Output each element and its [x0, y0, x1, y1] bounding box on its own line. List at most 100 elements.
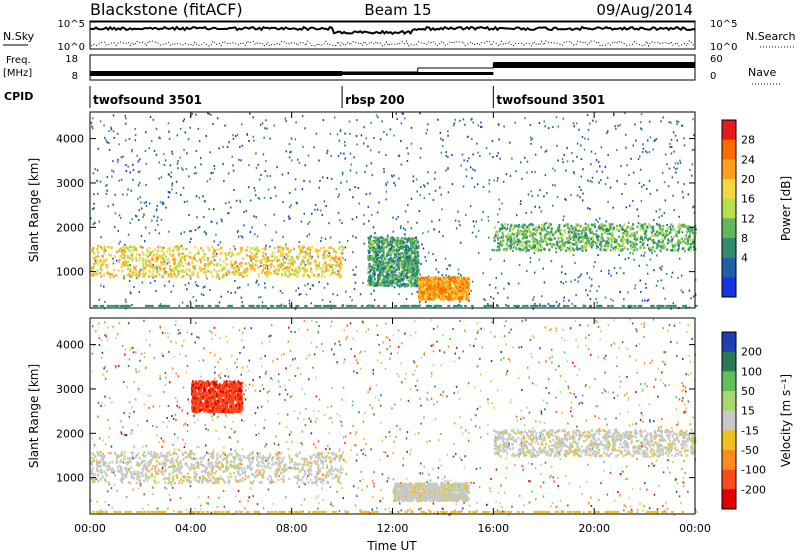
- feature-cell: [687, 239, 689, 242]
- feature-cell: [436, 285, 439, 288]
- scatter-cell: [564, 198, 566, 200]
- feature-cell: [381, 240, 384, 243]
- feature-cell: [659, 232, 662, 236]
- scatter-cell: [471, 231, 474, 234]
- ground-cell: [682, 304, 686, 307]
- feature-cell: [424, 286, 427, 289]
- scatter-cell: [546, 192, 548, 195]
- feature-cell: [378, 249, 381, 252]
- feature-cell: [268, 272, 271, 275]
- feature-cell: [287, 254, 290, 258]
- feature-cell: [96, 259, 99, 263]
- scatter-cell: [634, 284, 637, 287]
- scatter-cell: [228, 141, 230, 144]
- feature-cell: [391, 245, 393, 248]
- scatter-cell: [304, 284, 306, 287]
- feature-cell: [382, 250, 385, 254]
- ground-cell: [122, 304, 126, 307]
- nave-band: [342, 72, 494, 75]
- scatter-cell: [112, 203, 114, 206]
- feature-cell: [413, 250, 416, 253]
- scatter-cell: [164, 270, 167, 273]
- feature-cell: [332, 247, 335, 251]
- scatter-cell: [171, 188, 173, 191]
- feature-cell: [465, 278, 468, 281]
- feature-cell: [447, 282, 450, 286]
- feature-cell: [421, 294, 424, 298]
- scatter-cell: [369, 192, 371, 195]
- feature-cell: [593, 223, 596, 226]
- scatter-cell: [540, 210, 542, 213]
- scatter-cell: [507, 296, 509, 299]
- feature-cell: [329, 246, 332, 249]
- feature-cell: [615, 240, 618, 243]
- ground-cell: [376, 304, 380, 307]
- feature-cell: [583, 242, 586, 245]
- feature-cell: [191, 271, 194, 274]
- scatter-cell: [410, 126, 413, 129]
- feature-cell: [335, 251, 337, 254]
- feature-cell: [121, 262, 124, 265]
- feature-cell: [196, 271, 199, 275]
- scatter-cell: [442, 145, 444, 148]
- feature-cell: [338, 276, 341, 279]
- scatter-cell: [128, 279, 131, 282]
- feature-cell: [386, 280, 389, 283]
- feature-cell: [425, 298, 428, 301]
- feature-cell: [383, 267, 386, 270]
- scatter-cell: [624, 258, 627, 261]
- scatter-cell: [623, 272, 625, 275]
- feature-cell: [422, 281, 425, 284]
- scatter-cell: [157, 223, 159, 226]
- scatter-cell: [93, 193, 95, 196]
- feature-cell: [143, 275, 146, 278]
- ground-cell: [496, 304, 499, 307]
- scatter-cell: [149, 202, 151, 205]
- feature-cell: [411, 275, 414, 279]
- feature-cell: [391, 274, 394, 277]
- feature-cell: [584, 235, 587, 238]
- feature-cell: [377, 241, 380, 245]
- scatter-cell: [264, 282, 266, 285]
- feature-cell: [455, 285, 458, 289]
- feature-cell: [308, 275, 311, 279]
- feature-cell: [169, 268, 171, 271]
- feature-cell: [183, 255, 186, 258]
- feature-cell: [431, 281, 434, 284]
- feature-cell: [590, 237, 593, 241]
- feature-cell: [385, 274, 388, 278]
- scatter-cell: [407, 221, 409, 224]
- scatter-cell: [589, 207, 591, 210]
- feature-cell: [408, 256, 411, 260]
- feature-cell: [654, 232, 657, 236]
- scatter-cell: [339, 219, 341, 222]
- feature-cell: [148, 259, 151, 263]
- feature-cell: [382, 243, 384, 246]
- feature-cell: [389, 237, 392, 240]
- scatter-cell: [543, 281, 546, 284]
- date-title: 09/Aug/2014: [596, 1, 693, 19]
- scatter-cell: [309, 180, 311, 183]
- feature-cell: [506, 237, 509, 241]
- scatter-cell: [398, 293, 400, 296]
- feature-cell: [448, 279, 451, 283]
- scatter-cell: [571, 302, 573, 305]
- scatter-cell: [544, 150, 547, 153]
- feature-cell: [390, 247, 393, 250]
- feature-cell: [178, 264, 181, 268]
- feature-cell: [414, 248, 417, 251]
- scatter-cell: [639, 168, 642, 171]
- scatter-cell: [349, 132, 351, 135]
- scatter-cell: [138, 209, 140, 212]
- feature-cell: [692, 242, 695, 245]
- ground-cell: [694, 304, 698, 307]
- scatter-cell: [538, 258, 541, 261]
- scatter-cell: [376, 211, 379, 214]
- feature-cell: [123, 263, 126, 267]
- scatter-cell: [215, 233, 217, 236]
- scatter-cell: [255, 194, 257, 197]
- feature-cell: [202, 267, 205, 271]
- feature-cell: [340, 251, 342, 255]
- feature-cell: [180, 252, 183, 255]
- feature-cell: [437, 276, 439, 279]
